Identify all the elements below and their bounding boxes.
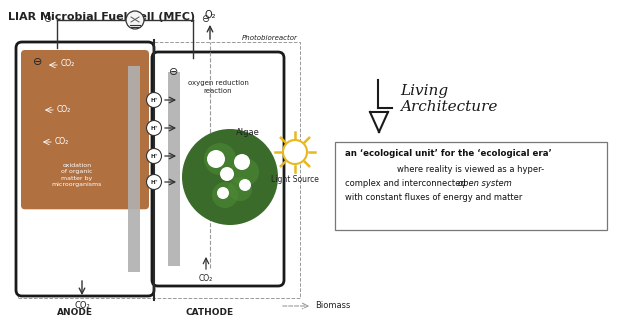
Text: H⁺: H⁺ (150, 125, 157, 131)
Text: oxygen reduction
reaction: oxygen reduction reaction (188, 80, 249, 94)
Text: CO₂: CO₂ (61, 60, 75, 68)
Circle shape (146, 174, 161, 189)
Text: oxidation
of organic
matter by
microorganisms: oxidation of organic matter by microorga… (52, 163, 102, 188)
Circle shape (207, 150, 225, 168)
Text: Architecture: Architecture (400, 100, 497, 114)
Circle shape (146, 148, 161, 164)
Text: Living: Living (400, 84, 448, 98)
Circle shape (204, 143, 236, 175)
Text: where reality is viewed as a hyper-: where reality is viewed as a hyper- (397, 165, 544, 174)
Bar (335, 142, 607, 230)
Text: ⊖: ⊖ (43, 14, 51, 24)
Text: open system: open system (458, 180, 512, 188)
Text: an ‘ecological unit’ for the ‘ecological era’: an ‘ecological unit’ for the ‘ecological… (345, 149, 552, 158)
Text: CO₂: CO₂ (199, 274, 213, 283)
Circle shape (182, 129, 278, 225)
Text: ⊖: ⊖ (169, 67, 179, 77)
Bar (128, 66, 140, 272)
Circle shape (231, 158, 259, 186)
Circle shape (126, 11, 144, 29)
Circle shape (228, 177, 252, 201)
Circle shape (239, 179, 251, 191)
Text: with constant fluxes of energy and matter: with constant fluxes of energy and matte… (345, 194, 523, 203)
Text: CATHODE: CATHODE (186, 308, 234, 317)
Bar (18, 42, 300, 298)
Text: Algae: Algae (236, 128, 260, 137)
Circle shape (146, 92, 161, 108)
FancyBboxPatch shape (152, 52, 284, 286)
Text: ANODE: ANODE (57, 308, 93, 317)
Text: O₂: O₂ (204, 10, 216, 20)
Text: H⁺: H⁺ (150, 98, 157, 102)
Text: ⊖: ⊖ (33, 57, 43, 67)
Text: LIAR Microbial Fuel Cell (MFC): LIAR Microbial Fuel Cell (MFC) (8, 12, 195, 22)
Circle shape (283, 140, 307, 164)
Circle shape (220, 167, 234, 181)
Circle shape (217, 187, 229, 199)
Text: Light Source: Light Source (271, 175, 319, 184)
FancyBboxPatch shape (16, 42, 154, 296)
Bar (168, 72, 180, 266)
Text: CO₂: CO₂ (74, 301, 90, 310)
Circle shape (234, 154, 250, 170)
Text: H⁺: H⁺ (150, 180, 157, 185)
Text: Biomass: Biomass (315, 301, 350, 310)
Text: H⁺: H⁺ (150, 154, 157, 158)
Text: complex and interconnected: complex and interconnected (345, 180, 468, 188)
Text: Photobioreactor: Photobioreactor (242, 35, 298, 41)
Text: ⊖: ⊖ (201, 14, 209, 24)
Circle shape (146, 121, 161, 135)
Text: CO₂: CO₂ (57, 105, 71, 114)
Text: CO₂: CO₂ (55, 137, 69, 146)
Circle shape (212, 182, 238, 208)
FancyBboxPatch shape (21, 50, 149, 209)
